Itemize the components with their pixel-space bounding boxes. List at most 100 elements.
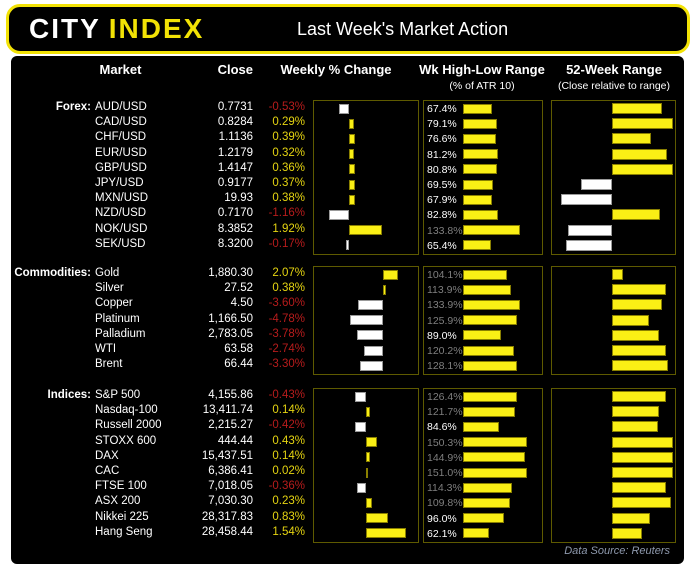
close-value: 63.58 <box>224 343 253 355</box>
weekly-change-value: -0.43% <box>268 389 305 401</box>
market-label: JPY/USD <box>95 177 144 189</box>
market-label: FTSE 100 <box>95 480 147 493</box>
market-label: Nikkei 225 <box>95 510 149 523</box>
atr-bar <box>463 315 517 326</box>
weekly-change-bar <box>357 330 384 341</box>
weekly-change-bar <box>355 421 366 432</box>
atr-value: 121.7% <box>427 406 463 419</box>
weekly-change-value: -0.17% <box>268 237 305 250</box>
market-label: ASX 200 <box>95 495 141 508</box>
market-label: Brent <box>95 358 123 371</box>
atr-bar <box>463 299 520 310</box>
atr-value: 67.9% <box>427 194 457 207</box>
atr-bar <box>463 164 498 175</box>
atr-value: 128.1% <box>427 360 463 373</box>
atr-bar <box>463 452 525 463</box>
weekly-change-value: 0.36% <box>272 161 305 174</box>
week52-range-bar <box>612 209 660 221</box>
weekly-change-value: 0.29% <box>272 116 305 129</box>
report-header: CITY INDEX Last Week's Market Action <box>6 4 690 54</box>
atr-bar <box>463 497 510 508</box>
atr-value: 151.0% <box>427 467 463 479</box>
weekly-change-value: 2.07% <box>272 267 305 279</box>
market-label: NOK/USD <box>95 222 148 235</box>
atr-bar <box>463 194 492 205</box>
week52-range-bar <box>612 527 642 539</box>
report-title: Last Week's Market Action <box>297 19 509 39</box>
weekly-change-bar <box>348 179 356 190</box>
weekly-change-value: 0.14% <box>272 404 305 417</box>
week52-range-bar <box>612 284 667 296</box>
atr-bar <box>463 391 517 402</box>
weekly-change-bar <box>356 482 366 493</box>
section-label: Indices: <box>47 389 91 401</box>
section-label: Forex: <box>55 101 91 113</box>
close-value: 8.3200 <box>217 237 253 250</box>
close-value: 0.7731 <box>217 101 253 113</box>
close-value: 8.3852 <box>217 222 253 235</box>
section-forex: Forex: AUD/USD 0.7731 -0.53% CAD/USD 0.8284 0.… <box>0 100 695 256</box>
week52-range-chart <box>551 100 676 255</box>
close-value: 19.93 <box>224 192 253 205</box>
atr-value: 80.8% <box>427 163 457 176</box>
atr-bar <box>463 513 504 524</box>
weekly-change-value: 0.37% <box>272 177 305 189</box>
market-label: DAX <box>95 449 119 462</box>
weekly-change-bar <box>366 437 378 448</box>
close-value: 2,215.27 <box>208 419 253 432</box>
atr-bar <box>463 345 515 356</box>
atr-value: 126.4% <box>427 391 463 403</box>
atr-value: 67.4% <box>427 103 457 115</box>
atr-value: 144.9% <box>427 451 463 464</box>
atr-value: 133.8% <box>427 224 463 237</box>
atr-range-chart: 67.4% 79.1% 76.6% 81.2% 80.8% 69.5% 67.9% 82.8%… <box>423 100 543 255</box>
market-label: Gold <box>95 267 120 279</box>
data-source-note: Data Source: Reuters <box>564 545 670 557</box>
week52-range-bar <box>581 179 612 190</box>
week52-range-bar <box>612 391 667 402</box>
close-value: 28,458.44 <box>201 525 253 538</box>
atr-bar <box>463 179 493 190</box>
atr-bar <box>463 360 518 371</box>
weekly-change-value: 1.54% <box>272 525 305 538</box>
weekly-change-value: 0.14% <box>272 449 305 462</box>
weekly-change-value: -2.74% <box>268 343 305 355</box>
atr-range-chart: 104.1% 113.9% 133.9% 125.9% 89.0% 120.2% 128.1… <box>423 266 543 376</box>
week52-range-chart <box>551 266 676 376</box>
close-value: 13,411.74 <box>202 404 253 417</box>
week52-range-bar <box>567 224 612 236</box>
week52-range-bar <box>612 451 674 463</box>
atr-value: 81.2% <box>427 148 457 161</box>
market-label: Platinum <box>95 312 140 325</box>
weekly-change-bar <box>383 284 386 295</box>
atr-value: 76.6% <box>427 133 457 146</box>
weekly-change-bar <box>350 315 384 326</box>
column-header-week-high-low-range: Wk High-Low Range <box>419 62 545 77</box>
weekly-change-value: 0.83% <box>272 510 305 523</box>
weekly-change-bar <box>366 497 372 508</box>
weekly-change-bar <box>354 391 366 402</box>
weekly-change-chart <box>313 388 419 543</box>
close-value: 7,018.05 <box>208 480 253 493</box>
atr-bar <box>463 437 527 448</box>
atr-value: 96.0% <box>427 512 457 525</box>
atr-value: 79.1% <box>427 118 457 131</box>
week52-range-bar <box>612 133 652 145</box>
atr-range-chart: 126.4% 121.7% 84.6% 150.3% 144.9% 151.0% 114.3… <box>423 388 543 543</box>
weekly-change-chart <box>313 266 419 376</box>
close-value: 15,437.51 <box>201 449 253 462</box>
weekly-change-value: 0.38% <box>272 282 305 295</box>
market-label: EUR/USD <box>95 146 147 159</box>
week52-range-bar <box>612 360 669 372</box>
atr-value: 84.6% <box>427 421 457 434</box>
close-value: 1.4147 <box>217 161 253 174</box>
week52-range-bar <box>612 148 667 160</box>
column-header-52-week-range: 52-Week Range <box>566 62 662 77</box>
atr-bar <box>463 225 520 236</box>
week52-range-bar <box>612 467 674 478</box>
weekly-change-bar <box>364 345 384 356</box>
atr-value: 114.3% <box>427 482 462 495</box>
weekly-change-bar <box>348 194 356 205</box>
weekly-change-value: 0.43% <box>272 434 305 447</box>
week52-range-bar <box>565 239 612 251</box>
